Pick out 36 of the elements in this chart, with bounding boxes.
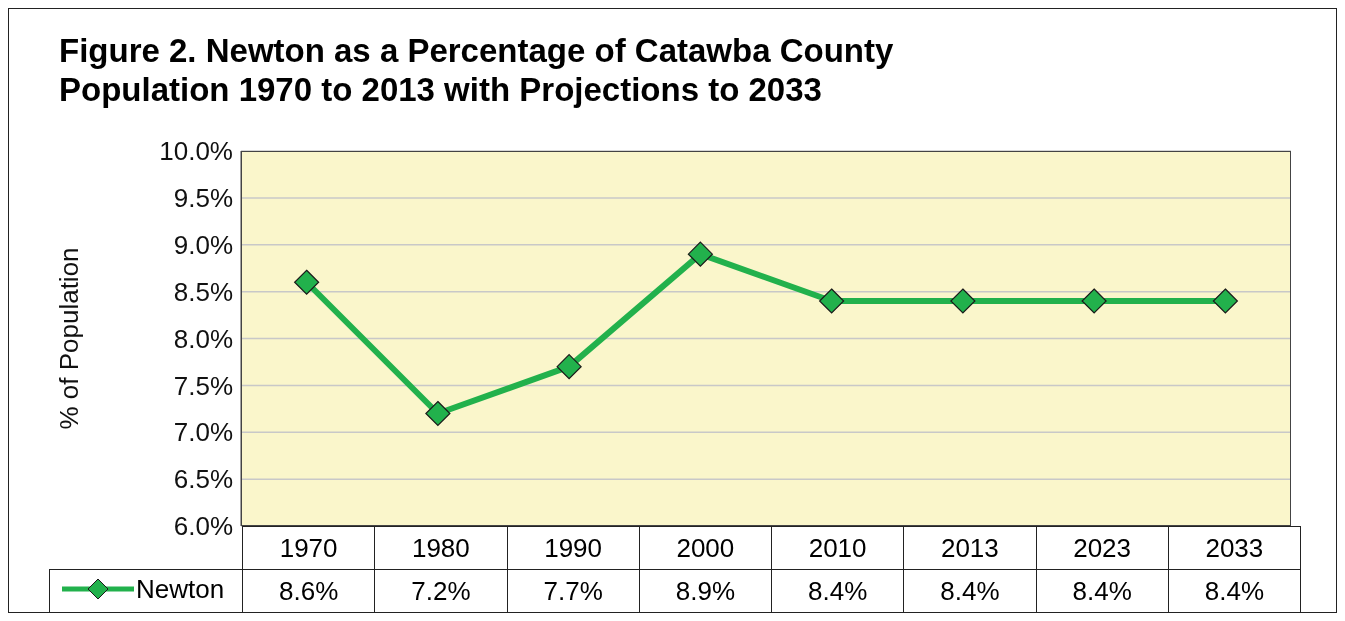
data-label: 8.4% bbox=[903, 569, 1036, 613]
data-label: 8.9% bbox=[639, 569, 772, 613]
data-label: 7.2% bbox=[374, 569, 507, 613]
point bbox=[950, 288, 976, 314]
data-label: 8.6% bbox=[242, 569, 375, 613]
y-tick-label: 8.5% bbox=[173, 276, 233, 307]
point bbox=[1212, 288, 1238, 314]
point bbox=[819, 288, 845, 314]
data-label: 7.7% bbox=[507, 569, 640, 613]
chart-title: Figure 2. Newton as a Percentage of Catawba County Population 1970 to 2013 with Projections to 2033 bbox=[59, 31, 895, 109]
x-tick-label: 2013 bbox=[903, 526, 1036, 570]
y-tick-label: 9.0% bbox=[173, 229, 233, 260]
point bbox=[294, 269, 320, 295]
x-tick-label: 1990 bbox=[507, 526, 640, 570]
x-tick-label: 2000 bbox=[639, 526, 772, 570]
x-tick-label: 1970 bbox=[242, 526, 375, 570]
x-tick-label: 2010 bbox=[771, 526, 904, 570]
legend-label: Newton bbox=[136, 573, 225, 605]
x-tick-label: 2023 bbox=[1036, 526, 1169, 570]
y-tick-label: 6.5% bbox=[173, 464, 233, 495]
y-tick-label: 10.0% bbox=[159, 136, 233, 167]
data-label: 8.4% bbox=[1036, 569, 1169, 613]
y-tick-label: 6.0% bbox=[173, 511, 233, 542]
point bbox=[687, 241, 713, 267]
data-label: 8.4% bbox=[771, 569, 904, 613]
point bbox=[425, 400, 451, 427]
y-tick-label: 8.0% bbox=[173, 323, 233, 354]
y-axis-title: % of Population bbox=[54, 247, 85, 430]
data-label: 8.4% bbox=[1168, 569, 1301, 613]
y-tick-label: 7.5% bbox=[173, 370, 233, 401]
y-tick-label: 9.5% bbox=[173, 183, 233, 214]
x-tick-label: 2033 bbox=[1168, 526, 1301, 570]
point bbox=[1081, 288, 1107, 314]
y-tick-label: 7.0% bbox=[173, 417, 233, 448]
point bbox=[556, 354, 582, 380]
x-tick-label: 1980 bbox=[374, 526, 507, 570]
